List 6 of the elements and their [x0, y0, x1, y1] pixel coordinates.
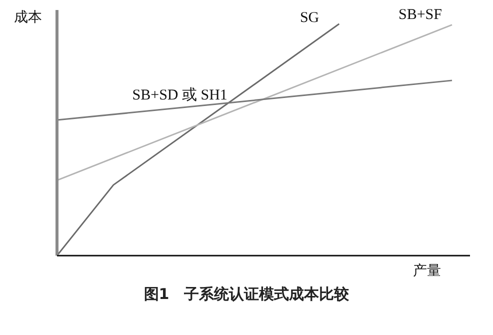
series-label: SB+SD 或 SH1 [132, 86, 228, 104]
series-label: SG [300, 10, 320, 26]
text: 图1 子系统认证模式成本比较 [142, 285, 350, 304]
series-label: SB+SF [398, 6, 442, 23]
x-axis-title: 产量 [413, 263, 441, 280]
y-axis-title: 成本 [14, 10, 42, 26]
